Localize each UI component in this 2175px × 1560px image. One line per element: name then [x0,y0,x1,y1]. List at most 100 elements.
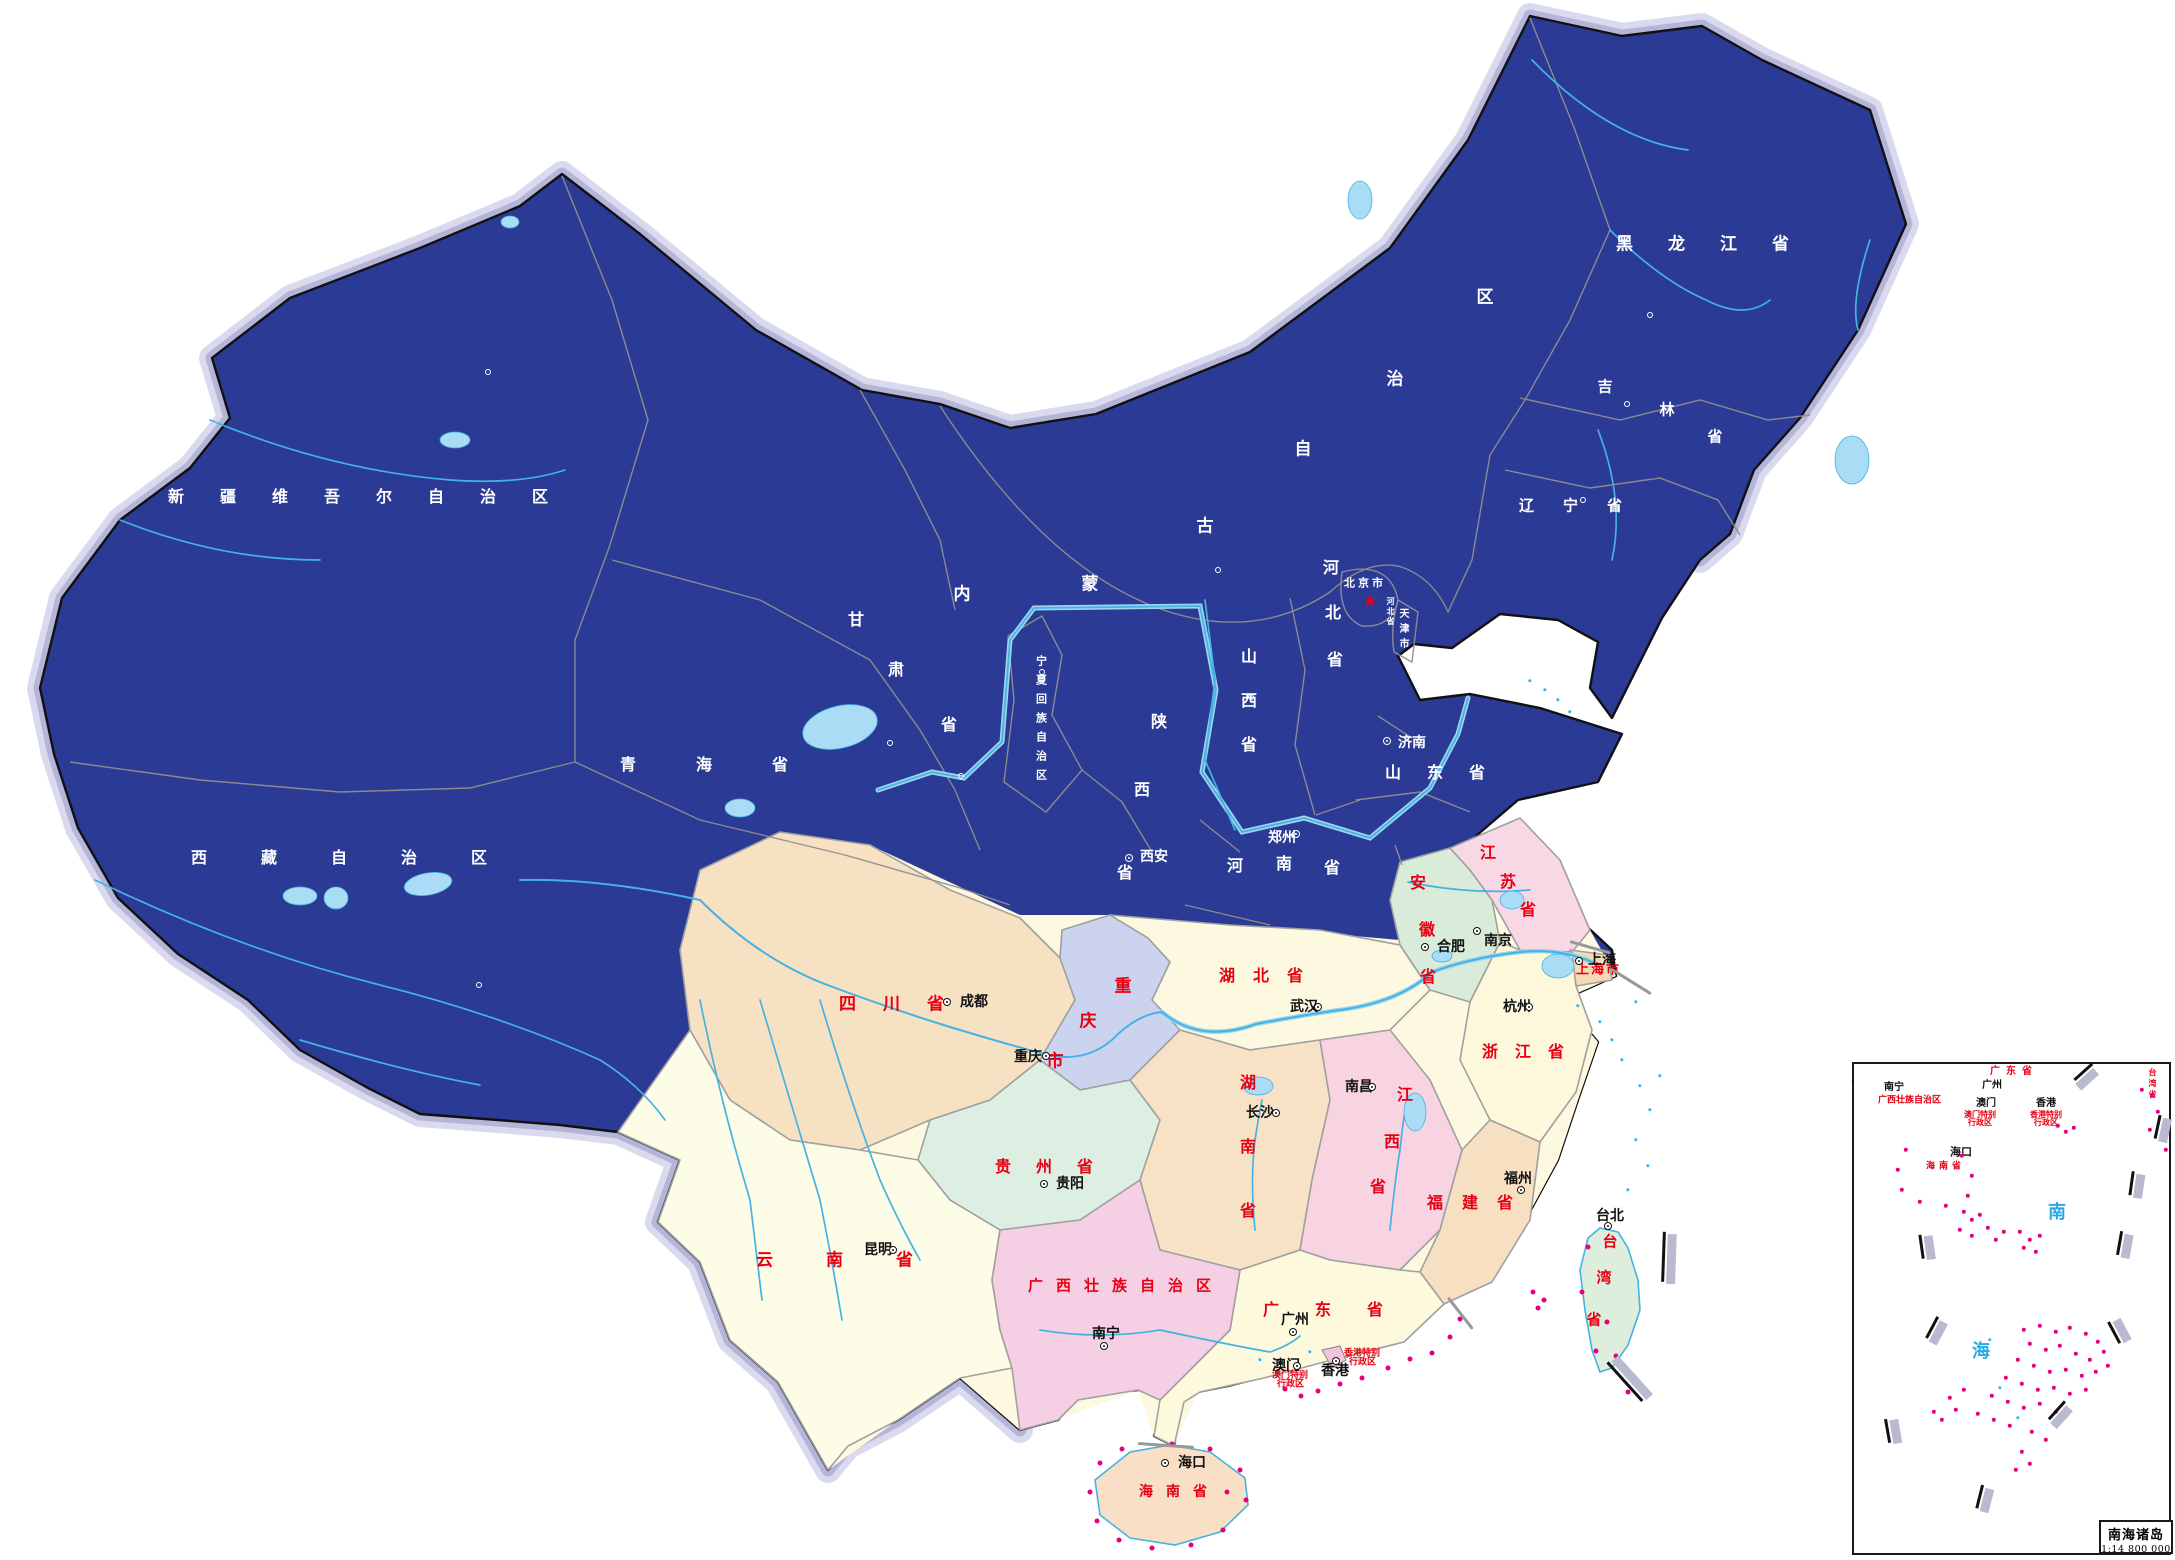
inset-island-dot [1943,1203,1949,1209]
city-nanjing-marker [1473,927,1481,935]
city-hangzhou-marker [1525,1003,1533,1011]
island-dot [1220,1527,1226,1533]
region-guangxi [991,1179,1241,1431]
label-macau-sar-1: 澳门特别 [1272,1370,1309,1381]
label-macau-sar-2: 行政区 [1277,1379,1305,1390]
island-dot [1315,1388,1321,1394]
city-dot [958,773,964,779]
city-macau-marker-core [1295,1364,1299,1368]
inset-island-dot [1957,1227,1963,1233]
inset-island-dot [1895,1167,1901,1173]
islet-speck [1258,1358,1262,1362]
inset-island-dot [2101,1349,2107,1355]
label-guangxi: 广西壮族自治区 [1028,1276,1225,1295]
inset-island-dot [1989,1393,1995,1399]
city-wuhan: 武汉 [1290,999,1318,1015]
inset-island-dot [2019,1449,2025,1455]
inset-island-dot [2029,1429,2035,1435]
inset-island-dot [2067,1391,2073,1397]
city-kunming-marker [889,1246,897,1254]
inset-island-dot [2019,1381,2025,1387]
label-henan: 河 [1226,856,1244,875]
island-dot [1579,1289,1585,1295]
island-dot [1094,1518,1100,1524]
island-dot [1298,1393,1304,1399]
lakes [282,180,1870,1132]
label-gansu: 省 [940,715,958,734]
city-kunming-marker-core [891,1248,895,1252]
city-taipei-marker-core [1606,1224,1610,1228]
label-neimenggu: 内 [953,584,971,605]
inset-island-dot [1947,1395,1953,1401]
islet-speck [1528,679,1532,683]
inset-island-dot [2013,1467,2019,1473]
label-neimenggu: 自 [1294,439,1312,460]
internal-borders [69,17,1811,926]
island-dot [1116,1537,1122,1543]
city-hongkong-marker-core [1334,1359,1338,1363]
label-taiwan: 台 [1602,1232,1618,1251]
inset-label-hai: 海 [1972,1341,1990,1362]
islet-speck [1598,1020,1602,1024]
inset-island-dot [2063,1367,2069,1373]
inset-island-dot [2063,1129,2069,1135]
city-zhengzhou-marker [1292,830,1300,838]
inset-island-dot [1959,1153,1965,1159]
city-dot [1580,497,1586,503]
inset-label-nan: 南 [2048,1202,2066,1223]
city-guangzhou-marker [1289,1328,1297,1336]
label-jiangsu: 省 [1519,900,1537,919]
city-hefei-marker-core [1423,945,1427,949]
islet-speck [1568,710,1572,714]
inset-scale-box: 南海诸岛 1:14 800 000 [2099,1520,2173,1555]
city-shanghai: 上海 [1588,952,1616,968]
island-dot [1535,1305,1541,1311]
city-shanghai-marker-core [1577,959,1581,963]
island-dot [1385,1365,1391,1371]
label-gansu: 甘 [847,610,865,629]
inset-island-dot [1969,1217,1975,1223]
islet-speck [1648,1108,1652,1112]
label-shaanxi: 省 [1116,863,1134,882]
city-dot [1248,694,1254,700]
inset-islet-speck [1998,1386,2002,1390]
city-zhengzhou: 郑州 [1268,830,1296,846]
city-nanning-marker [1100,1342,1108,1350]
inset-island-dot [2057,1343,2063,1349]
island-dot [1541,1297,1547,1303]
label-hebei: 河 [1322,558,1340,577]
inset-island-dot [2149,1093,2155,1099]
south-provinces [617,817,1613,1471]
city-dot [1215,567,1221,573]
city-changsha-marker-core [1274,1111,1278,1115]
inset-island-dot [2139,1087,2145,1093]
city-chongqing-marker [1042,1052,1050,1060]
island-dot [1243,1497,1249,1503]
city-nanning-marker-core [1102,1344,1106,1348]
inset-island-dot [2043,1437,2049,1443]
region-guangdong [1153,1249,1445,1447]
island-dot [1188,1542,1194,1548]
label-hubei: 湖北省 [1219,966,1322,985]
inset-island-dot [2003,1375,2009,1381]
island-dot [1457,1316,1463,1322]
islet-speck [1634,1138,1638,1142]
inset-island-dot [1917,1199,1923,1205]
inset-island-dot [2007,1423,2013,1429]
label-jiangxi: 西 [1383,1132,1401,1151]
inset-label-macau-sar-2: 行政区 [1968,1118,1992,1127]
city-changsha-marker [1272,1109,1280,1117]
city-guiyang: 贵阳 [1056,1176,1084,1192]
inset-island-dot [2047,1369,2053,1375]
label-henan: 省 [1323,858,1341,877]
inset-label-hongkong: 香港 [2036,1098,2056,1109]
inset-island-dot [2027,1341,2033,1347]
inset-island-dot [2073,1351,2079,1357]
inset-island-dot [2005,1399,2011,1405]
inset-island-dot [2055,1123,2061,1129]
inset-label-guangdong: 广东省 [1990,1066,2038,1077]
inset-island-dot [1975,1411,1981,1417]
city-dot [1647,312,1653,318]
city-kunming: 昆明 [864,1242,892,1258]
city-hangzhou-marker-core [1527,1005,1531,1009]
